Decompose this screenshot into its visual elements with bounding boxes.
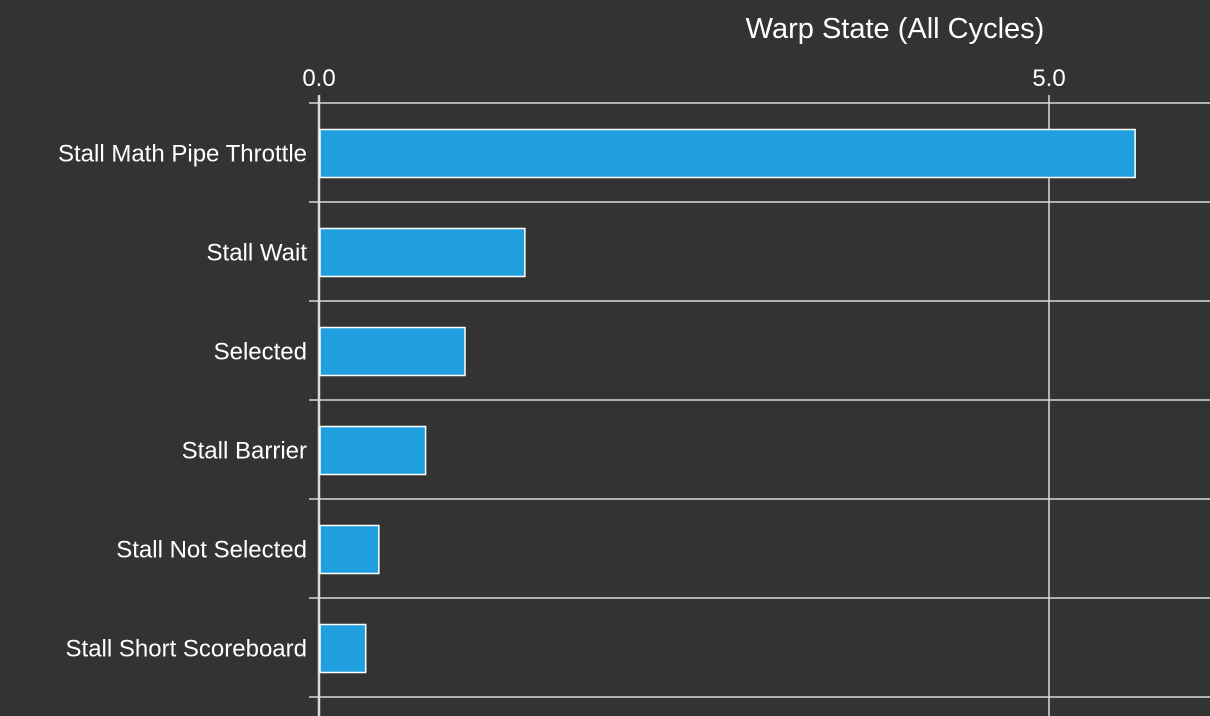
category-label: Stall Not Selected [116,537,307,564]
category-label: Selected [214,339,307,366]
bar [319,326,466,377]
x-tick-label: 0.0 [302,65,335,92]
bars [319,128,1136,674]
category-label: Stall Wait [207,240,308,267]
bar [319,128,1136,179]
category-label: Stall Math Pipe Throttle [58,141,307,168]
bar [319,227,526,278]
grid-layer [309,95,1210,716]
bar [319,425,427,476]
bar [319,524,380,575]
x-tick-label: 5.0 [1032,65,1065,92]
chart-title: Warp State (All Cycles) [746,13,1045,45]
category-label: Stall Barrier [182,438,307,465]
x-axis-ticks: 0.0 5.0 [302,65,1065,92]
category-labels: Stall Math Pipe Throttle Stall Wait Select… [58,141,307,663]
category-label: Stall Short Scoreboard [66,636,307,663]
bar [319,623,367,674]
